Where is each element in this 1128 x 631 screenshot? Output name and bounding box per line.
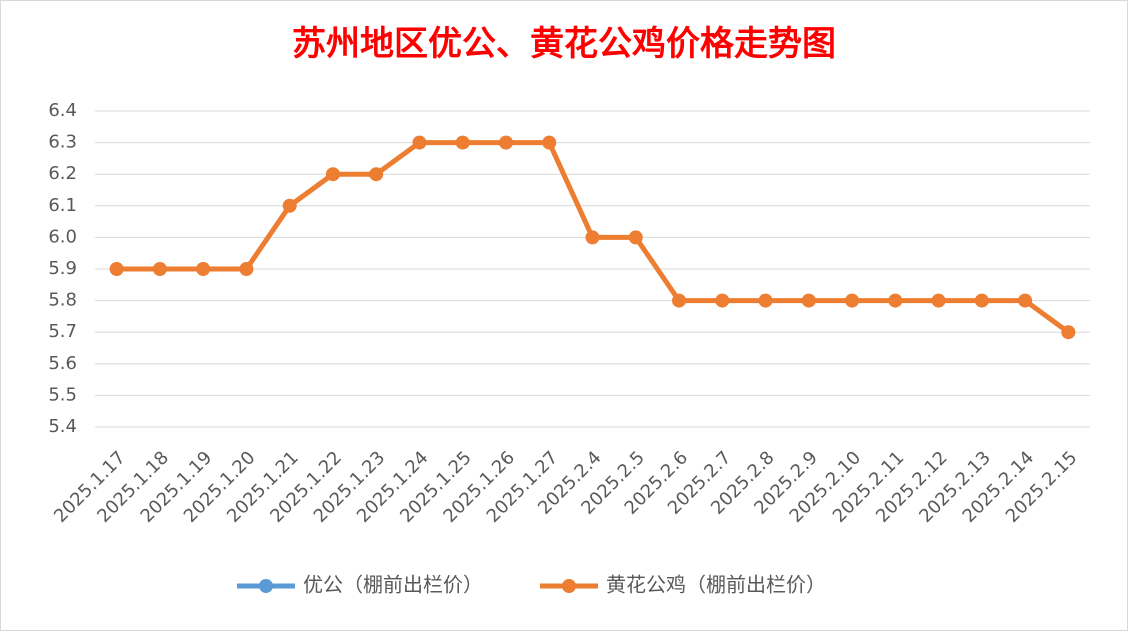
data-point: [325, 167, 340, 182]
data-point: [152, 262, 167, 276]
data-point: [369, 167, 384, 182]
y-tick-label: 5.4: [48, 416, 77, 437]
y-tick-label: 5.8: [48, 290, 77, 311]
y-tick-label: 5.6: [48, 353, 77, 374]
legend-marker: [562, 579, 576, 593]
data-point: [888, 293, 903, 308]
data-point: [542, 135, 557, 150]
data-point: [455, 135, 470, 150]
y-tick-label: 5.7: [48, 321, 77, 342]
y-tick-label: 6.4: [48, 100, 77, 121]
data-point: [109, 262, 124, 276]
data-point: [628, 230, 643, 245]
data-point: [931, 293, 946, 308]
legend-label: 黄花公鸡（棚前出栏价）: [606, 573, 826, 597]
data-point: [239, 262, 254, 276]
y-tick-label: 6.0: [48, 226, 77, 247]
data-point: [498, 135, 513, 150]
y-tick-label: 5.9: [48, 258, 77, 279]
data-point: [282, 198, 297, 213]
chart-title: 苏州地区优公、黄花公鸡价格走势图: [292, 24, 836, 64]
data-point: [1018, 293, 1033, 308]
data-point: [715, 293, 730, 308]
y-tick-label: 6.1: [48, 195, 77, 216]
data-point: [758, 293, 773, 308]
legend-marker: [259, 579, 273, 593]
data-point: [845, 293, 860, 308]
data-point: [412, 135, 427, 150]
data-point: [1061, 325, 1076, 340]
data-point: [801, 293, 816, 308]
data-point: [196, 262, 211, 276]
data-point: [585, 230, 600, 245]
y-tick-label: 6.2: [48, 163, 77, 184]
y-tick-label: 5.5: [48, 384, 77, 405]
y-tick-label: 6.3: [48, 132, 77, 153]
data-point: [974, 293, 989, 308]
data-point: [672, 293, 687, 308]
legend-label: 优公（棚前出栏价）: [303, 573, 483, 597]
